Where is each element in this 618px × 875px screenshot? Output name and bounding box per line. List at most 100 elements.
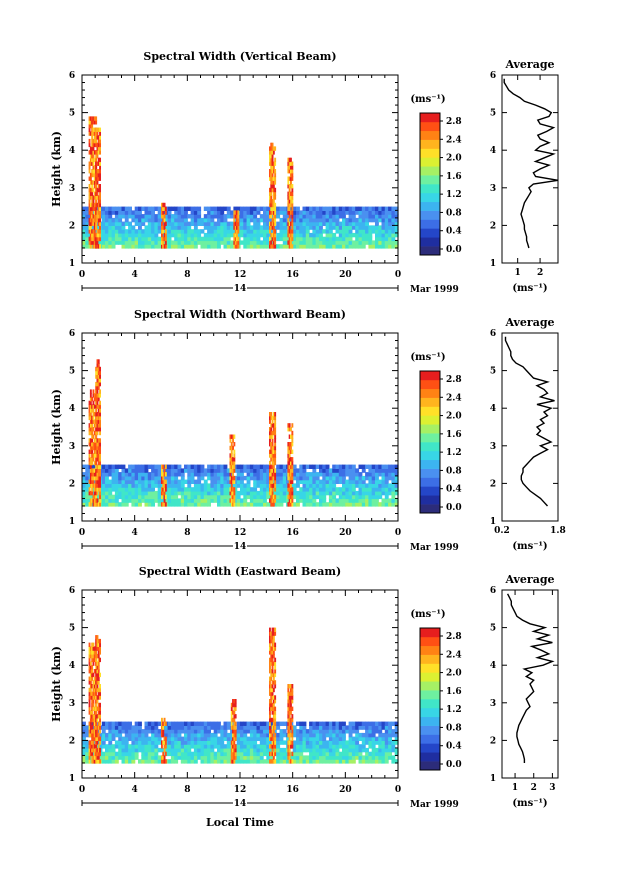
colorbar-swatch [420,504,440,514]
heatmap-cell [232,736,234,741]
heatmap-cell [290,691,292,696]
heatmap-cell [93,717,96,723]
heatmap-cell [151,236,155,242]
heatmap-cell [147,210,152,215]
heatmap-cell [164,217,169,223]
heatmap-cell [253,210,258,215]
heatmap-cell [203,494,208,500]
heatmap-cell [151,755,155,760]
heatmap-cell [322,729,327,734]
heatmap-cell [96,699,99,704]
heatmap-cell [236,232,238,238]
heatmap-cell [368,732,373,738]
heatmap-cell [95,232,98,238]
heatmap-cell [256,206,261,211]
heatmap-cell [249,225,254,230]
heatmap-cell [197,210,202,215]
heatmap-cell [271,646,274,651]
heatmap-cell [88,744,91,749]
heatmap-cell [164,751,167,757]
heatmap-cell [270,449,273,454]
heatmap-cell [162,479,165,484]
heatmap-cell [274,721,277,726]
heatmap-cell [99,415,101,421]
heatmap-cell [319,729,323,734]
heatmap-cell [256,483,261,488]
heatmap-cell [124,206,129,211]
heatmap-cell [114,472,119,477]
heatmap-cell [355,736,360,741]
heatmap-cell [193,721,198,726]
heatmap-cell [99,236,101,242]
heatmap-cell [203,736,208,741]
heatmap-cell [312,498,317,503]
heatmap-cell [128,464,132,469]
heatmap-cell [269,191,271,196]
heatmap-cell [134,475,139,481]
heatmap-cell [177,244,182,249]
heatmap-cell [95,695,98,700]
heatmap-cell [197,468,202,473]
heatmap-cell [93,650,96,655]
heatmap-cell [287,721,290,726]
x-tick-label: 12 [234,270,247,280]
heatmap-cell [365,740,369,745]
heatmap-cell [319,210,323,215]
heatmap-cell [348,210,353,215]
heatmap-cell [184,206,188,211]
heatmap-cell [91,202,94,208]
heatmap-cell [236,464,241,469]
heatmap-cell [99,721,101,726]
heatmap-cell [223,475,228,481]
heatmap-cell [240,751,244,757]
heatmap-cell [203,483,208,488]
heatmap-cell [236,751,241,757]
heatmap-cell [279,732,284,738]
heatmap-cell [97,187,100,193]
heatmap-cell [124,487,129,492]
heatmap-cell [147,479,152,484]
heatmap-cell [270,669,273,674]
heatmap-cell [161,744,163,749]
heatmap-cell [101,210,106,215]
heatmap-cell [365,232,369,238]
heatmap-cell [332,479,337,484]
heatmap-cell [394,240,399,245]
heatmap-cell [213,240,218,245]
heatmap-cell [296,472,300,477]
heatmap-cell [167,744,172,749]
heatmap-cell [269,154,271,159]
heatmap-cell [305,236,310,242]
heatmap-cell [361,468,366,473]
heatmap-cell [305,214,310,219]
heatmap-cell [91,199,94,204]
heatmap-cell [263,759,267,764]
heatmap-cell [342,229,346,234]
heatmap-cell [328,498,333,503]
heatmap-cell [361,214,366,219]
heatmap-cell [96,229,99,234]
heatmap-cell [358,498,363,503]
heatmap-cell [269,214,271,219]
heatmap-cell [91,123,94,129]
heatmap-cell [378,468,383,473]
heatmap-cell [207,494,211,500]
heatmap-cell [141,472,146,477]
heatmap-cell [274,191,277,196]
heatmap-cell [128,225,132,230]
colorbar-tick-label: 2.8 [446,375,462,385]
heatmap-cell [274,412,277,417]
heatmap-cell [89,442,92,447]
heatmap-cell [290,706,292,711]
heatmap-cell [305,759,310,764]
heatmap-cell [279,472,284,477]
heatmap-cell [92,475,95,481]
x-tick-label: 0 [395,270,401,280]
heatmap-cell [319,487,323,492]
heatmap-cell [210,221,215,226]
heatmap-cell [394,487,399,492]
heatmap-cell [358,236,363,242]
heatmap-cell [96,240,99,245]
heatmap-cell [99,487,101,492]
heatmap-cell [371,759,376,764]
